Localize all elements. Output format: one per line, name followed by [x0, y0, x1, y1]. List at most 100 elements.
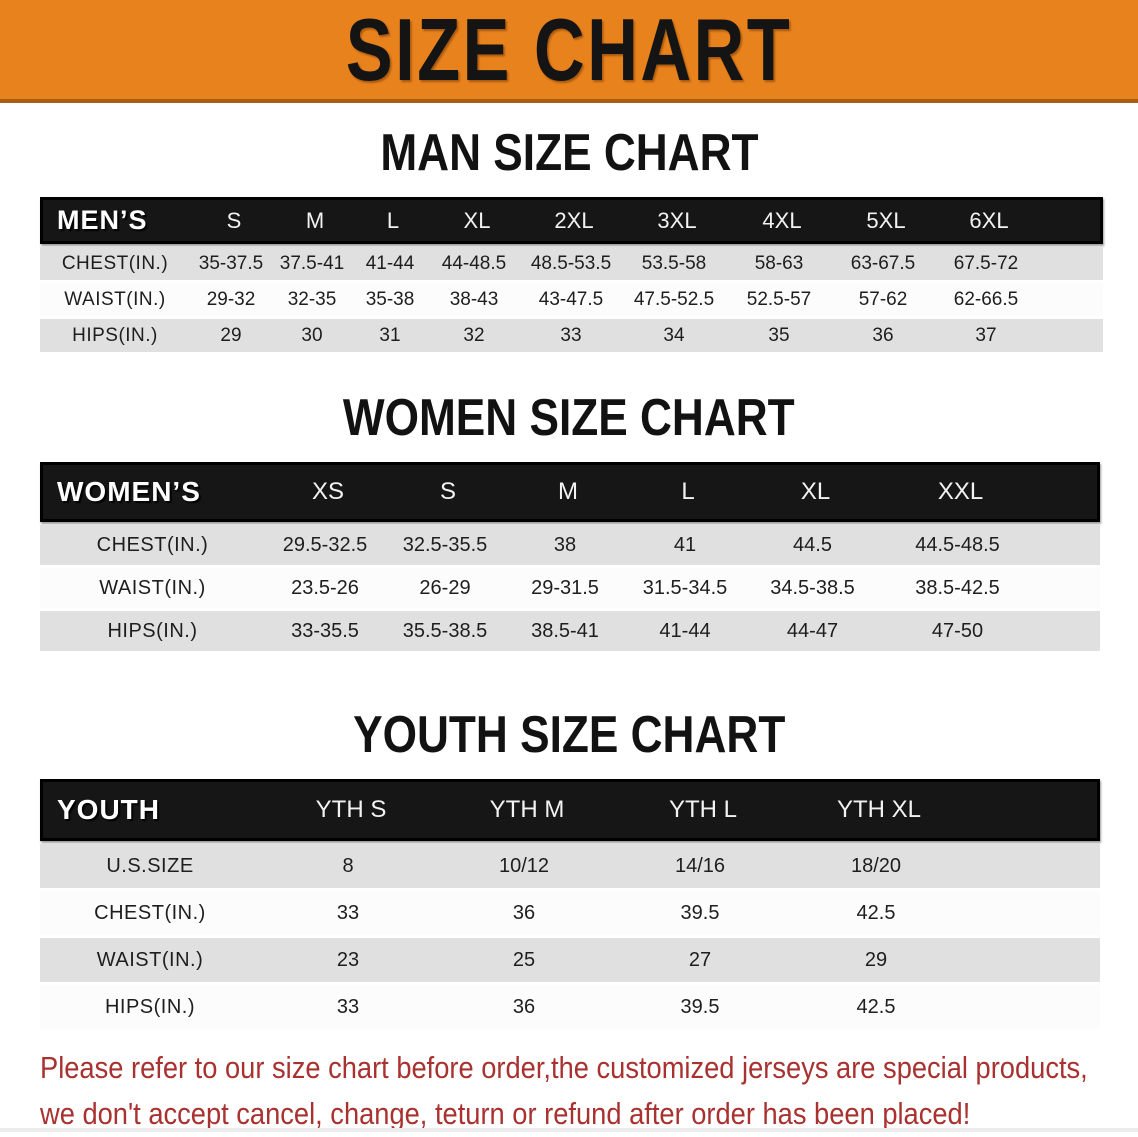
row-label: WAIST(IN.) [40, 577, 265, 600]
table-cell: 35-38 [352, 289, 428, 311]
table-cell: 31 [352, 325, 428, 347]
row-label: U.S.SIZE [40, 855, 260, 878]
table-cell: 42.5 [788, 902, 964, 925]
disclaimer-text: Please refer to our size chart before or… [40, 1045, 1138, 1137]
row-label: HIPS(IN.) [40, 996, 260, 1019]
row-label: CHEST(IN.) [40, 253, 190, 275]
table-cell: 44.5-48.5 [880, 534, 1035, 557]
table-header-label: MEN’S [43, 205, 193, 236]
table-cell: 37.5-41 [272, 253, 352, 275]
column-header: 5XL [835, 208, 937, 234]
row-label: CHEST(IN.) [40, 534, 265, 557]
table-cell: 36 [436, 996, 612, 1019]
table-cell: 18/20 [788, 855, 964, 878]
disclaimer-line-1: Please refer to our size chart before or… [40, 1045, 1006, 1091]
table-cell: 29 [788, 949, 964, 972]
table-cell: 26-29 [385, 577, 505, 600]
youth-section-title: YOUTH SIZE CHART [0, 709, 1138, 761]
row-label: HIPS(IN.) [40, 325, 190, 347]
table-cell: 30 [272, 325, 352, 347]
table-cell: 32.5-35.5 [385, 534, 505, 557]
table-cell: 29 [190, 325, 272, 347]
table-cell: 35 [726, 325, 832, 347]
table-cell: 32 [428, 325, 520, 347]
table-cell: 37 [934, 325, 1038, 347]
table-cell: 35-37.5 [190, 253, 272, 275]
column-header: XL [748, 478, 883, 506]
column-header: YTH M [439, 796, 615, 824]
column-header: XL [431, 208, 523, 234]
column-header: S [193, 208, 275, 234]
table-cell: 67.5-72 [934, 253, 1038, 275]
row-label: CHEST(IN.) [40, 902, 260, 925]
table-cell: 38.5-42.5 [880, 577, 1035, 600]
table-cell: 38.5-41 [505, 620, 625, 643]
column-header: XS [268, 478, 388, 506]
table-cell: 34.5-38.5 [745, 577, 880, 600]
column-header: M [508, 478, 628, 506]
men-section-title: MAN SIZE CHART [0, 127, 1138, 179]
table-cell: 41-44 [625, 620, 745, 643]
table-cell: 25 [436, 949, 612, 972]
column-header: 2XL [523, 208, 625, 234]
table-cell: 10/12 [436, 855, 612, 878]
table-cell: 29-31.5 [505, 577, 625, 600]
table-cell: 48.5-53.5 [520, 253, 622, 275]
table-header-label: WOMEN’S [43, 476, 268, 508]
table-cell: 35.5-38.5 [385, 620, 505, 643]
table-cell: 33-35.5 [265, 620, 385, 643]
table-cell: 39.5 [612, 902, 788, 925]
table-cell: 29-32 [190, 289, 272, 311]
column-header: 3XL [625, 208, 729, 234]
table-cell: 14/16 [612, 855, 788, 878]
column-header: YTH XL [791, 796, 967, 824]
table-cell: 44-47 [745, 620, 880, 643]
table-cell: 33 [260, 996, 436, 1019]
table-cell: 41-44 [352, 253, 428, 275]
column-header: 6XL [937, 208, 1041, 234]
column-header: S [388, 478, 508, 506]
column-header: YTH S [263, 796, 439, 824]
table-cell: 41 [625, 534, 745, 557]
bottom-edge-strip [0, 1128, 1138, 1132]
size-chart-banner: SIZE CHART [0, 0, 1138, 103]
table-cell: 63-67.5 [832, 253, 934, 275]
column-header: L [628, 478, 748, 506]
table-cell: 39.5 [612, 996, 788, 1019]
table-cell: 38-43 [428, 289, 520, 311]
table-cell: 29.5-32.5 [265, 534, 385, 557]
column-header: M [275, 208, 355, 234]
women-section-title: WOMEN SIZE CHART [0, 392, 1138, 444]
table-cell: 31.5-34.5 [625, 577, 745, 600]
table-header-label: YOUTH [43, 794, 263, 826]
column-header: YTH L [615, 796, 791, 824]
table-cell: 47-50 [880, 620, 1035, 643]
table-cell: 57-62 [832, 289, 934, 311]
table-cell: 44.5 [745, 534, 880, 557]
table-cell: 34 [622, 325, 726, 347]
column-header: L [355, 208, 431, 234]
table-cell: 8 [260, 855, 436, 878]
table-cell: 53.5-58 [622, 253, 726, 275]
table-cell: 36 [436, 902, 612, 925]
table-cell: 38 [505, 534, 625, 557]
table-cell: 58-63 [726, 253, 832, 275]
column-header: XXL [883, 478, 1038, 506]
table-cell: 36 [832, 325, 934, 347]
table-cell: 44-48.5 [428, 253, 520, 275]
